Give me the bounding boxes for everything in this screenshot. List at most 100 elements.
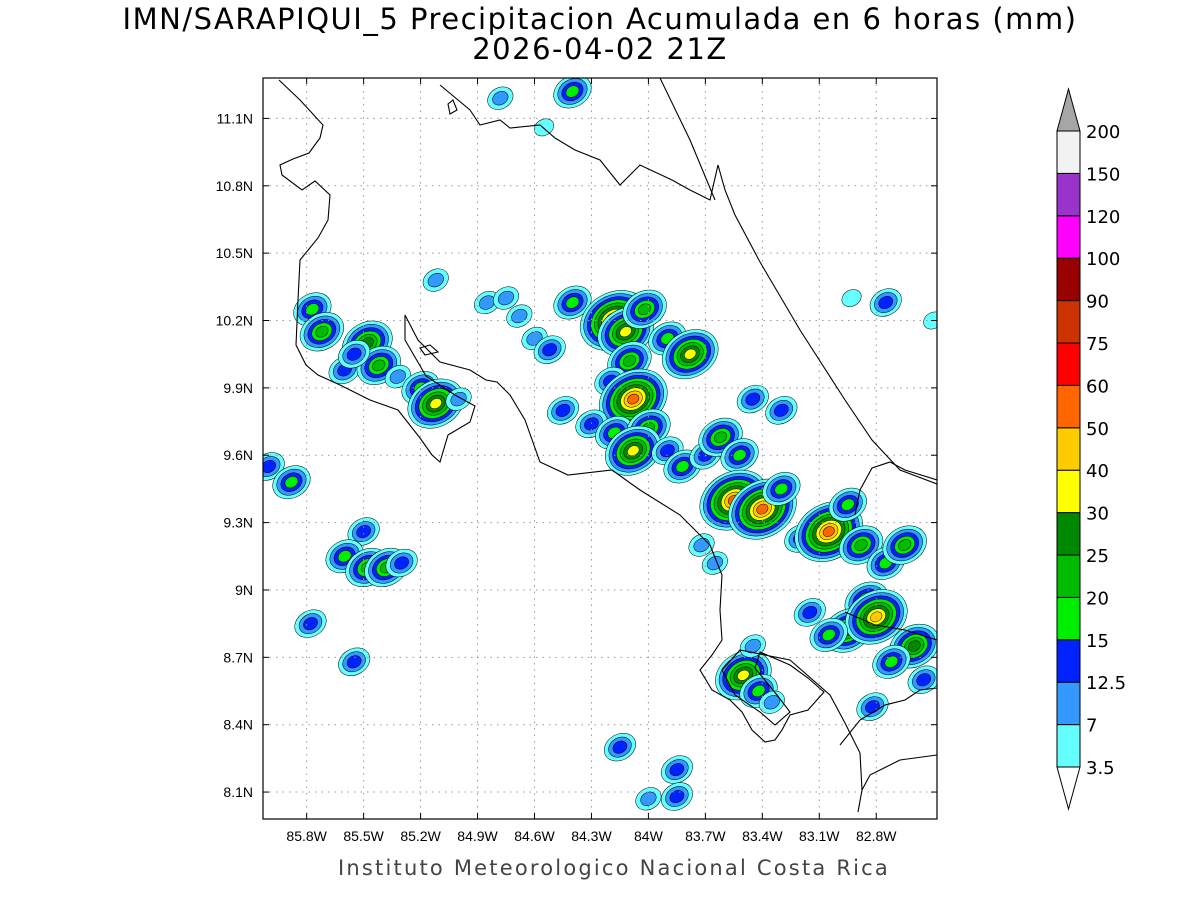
precip-contour: [884, 655, 899, 668]
lat-tick-label: 11.1N: [217, 110, 253, 126]
precip-cell: [660, 755, 693, 784]
colorbar-swatch: [1056, 172, 1081, 217]
coastline-segment: [659, 78, 716, 201]
precip-contour: [492, 91, 509, 106]
precip-cell: [698, 417, 743, 457]
precip-contour: [751, 684, 766, 698]
precip-cell: [907, 665, 937, 694]
colorbar-label: 50: [1086, 419, 1109, 440]
precip-cell: [828, 487, 867, 522]
precip-cell: [869, 288, 902, 317]
precip-cell: [793, 598, 826, 627]
lat-tick-label: 8.1N: [223, 784, 253, 800]
precip-contour: [394, 556, 409, 570]
precip-cell: [474, 290, 501, 315]
precip-contour: [303, 617, 318, 631]
colorbar-swatch: [1056, 384, 1081, 429]
precip-cell: [553, 285, 592, 320]
precip-contour: [372, 359, 386, 372]
precip-cell: [347, 517, 380, 546]
precip-cell: [384, 365, 411, 389]
precip-cell: [546, 396, 580, 425]
colorbar-label: 90: [1086, 292, 1109, 313]
lat-tick-label: 8.7N: [223, 649, 253, 665]
precip-contour: [497, 290, 515, 306]
colorbar-swatch: [1056, 596, 1081, 641]
coastline-segment: [861, 754, 937, 791]
precip-contour: [542, 343, 557, 357]
lon-tick-label: 82.8W: [856, 828, 897, 844]
coastline-segment: [278, 79, 863, 813]
precip-contour: [745, 392, 761, 406]
colorbar-swatch: [1056, 130, 1081, 174]
precip-contour: [744, 638, 761, 654]
precip-cell: [603, 732, 636, 762]
lat-tick-label: 9.9N: [223, 380, 253, 396]
precip-contour: [675, 460, 690, 473]
precip-contour: [622, 355, 636, 367]
precip-contour: [356, 525, 371, 539]
precip-contour: [732, 449, 747, 462]
colorbar-label: 60: [1086, 376, 1109, 397]
colorbar-label: 120: [1086, 207, 1120, 228]
precip-cell: [845, 589, 908, 645]
precip-cell: [605, 425, 662, 476]
precip-cell: [553, 78, 592, 109]
lon-tick-label: 84W: [634, 828, 664, 844]
precip-cell: [385, 548, 418, 578]
colorbar-label: 12.5: [1086, 673, 1126, 694]
colorbar-swatch: [1056, 427, 1081, 471]
colorbar-swatch: [1056, 724, 1081, 768]
precip-contour: [907, 640, 921, 652]
precipitation-field: [263, 78, 937, 811]
precip-cell: [841, 289, 862, 307]
coastline-segment: [854, 461, 937, 516]
colorbar-label: 25: [1086, 546, 1109, 567]
lat-tick-label: 10.2N: [216, 313, 253, 329]
precip-contour: [870, 611, 883, 623]
precip-contour: [693, 537, 710, 553]
precip-cell: [294, 609, 327, 638]
colorbar-swatch: [1056, 215, 1081, 259]
precip-contour: [737, 669, 750, 681]
lat-tick-label: 8.4N: [223, 717, 253, 733]
precip-contour: [684, 348, 697, 360]
precip-cell: [720, 438, 759, 473]
precip-cell: [299, 312, 344, 352]
precip-contour: [534, 118, 554, 137]
lon-tick-label: 85.8W: [286, 828, 327, 844]
colorbar-swatch: [1056, 512, 1081, 556]
precip-cell: [622, 289, 667, 329]
precip-contour: [555, 403, 571, 417]
precip-cell: [422, 268, 449, 292]
colorbar-label: 200: [1086, 122, 1120, 143]
coastline-segment: [439, 84, 937, 485]
colorbar-swatch: [1056, 639, 1081, 683]
precip-cell: [882, 525, 927, 565]
footer-credit: Instituto Meteorologico Nacional Costa R…: [338, 856, 890, 880]
precip-contour: [429, 398, 442, 410]
latitude-axis: 11.1N 10.8N 10.5N 10.2N 9.9N 9.6N 9.3N 9N 8.7N 8.…: [216, 110, 937, 800]
lon-tick-label: 83.4W: [742, 828, 783, 844]
precip-contour: [640, 791, 657, 806]
lon-tick-label: 85.5W: [343, 828, 384, 844]
colorbar-label: 3.5: [1086, 758, 1115, 779]
coastline-segment: [844, 611, 937, 641]
precip-contour: [840, 498, 855, 511]
map-timestamp: 2026-04-02 21Z: [472, 32, 728, 66]
precip-contour: [627, 393, 640, 405]
lat-lon-grid: [263, 78, 937, 819]
precip-cell: [660, 782, 693, 811]
precip-contour: [346, 655, 362, 669]
colorbar-label: 30: [1086, 504, 1109, 525]
precip-cell: [635, 787, 662, 811]
lat-tick-label: 10.8N: [216, 178, 253, 194]
colorbar-swatch: [1056, 342, 1081, 386]
precip-contour: [822, 526, 835, 537]
map-title: IMN/SARAPIQUI_5 Precipitacion Acumulada …: [122, 2, 1078, 36]
precip-contour: [638, 303, 652, 316]
precip-contour: [756, 503, 769, 515]
precip-contour: [263, 459, 276, 473]
colorbar-label: 15: [1086, 631, 1109, 652]
